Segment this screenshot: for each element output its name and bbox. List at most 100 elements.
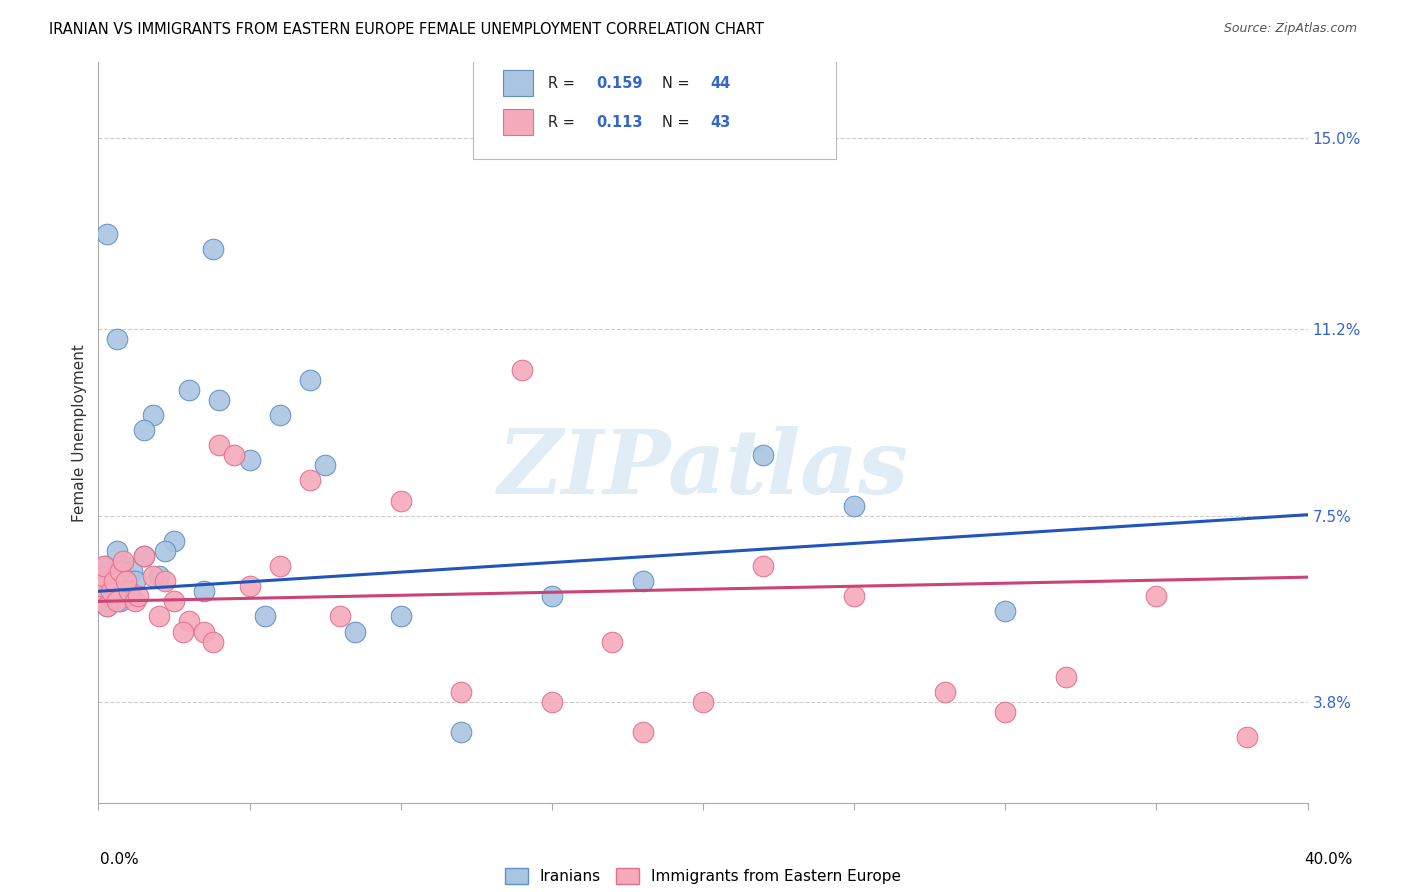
Point: [108, 564, 131, 578]
Legend: Iranians, Immigrants from Eastern Europe: Iranians, Immigrants from Eastern Europe: [499, 863, 907, 890]
FancyBboxPatch shape: [474, 55, 837, 159]
Point: [100, 584, 122, 599]
Point: [94, 559, 117, 574]
Point: [105, 333, 128, 347]
Point: [96, 599, 118, 614]
Point: [224, 448, 246, 462]
Point: [389, 493, 412, 508]
Point: [202, 634, 225, 648]
Point: [163, 533, 186, 548]
Point: [132, 423, 155, 437]
Point: [96, 599, 118, 614]
Point: [91, 590, 114, 604]
Point: [602, 634, 624, 648]
Text: R =: R =: [547, 115, 579, 130]
Point: [91, 569, 114, 583]
Point: [148, 569, 170, 583]
Point: [202, 242, 225, 256]
Point: [208, 438, 231, 452]
Bar: [503, 110, 533, 136]
Point: [193, 624, 215, 639]
Point: [253, 609, 276, 624]
Point: [299, 474, 322, 488]
Point: [153, 574, 176, 589]
Point: [148, 609, 170, 624]
Text: 0.159: 0.159: [596, 76, 643, 91]
Point: [142, 569, 165, 583]
Point: [1236, 731, 1258, 745]
Point: [90, 579, 112, 593]
Point: [98, 574, 121, 589]
Point: [631, 725, 654, 739]
Point: [934, 685, 956, 699]
Text: N =: N =: [662, 115, 695, 130]
Point: [752, 448, 775, 462]
Point: [450, 725, 472, 739]
Point: [389, 609, 412, 624]
Text: ZIPatlas: ZIPatlas: [498, 426, 908, 513]
Text: 43: 43: [711, 115, 731, 130]
Point: [108, 594, 131, 608]
Point: [96, 227, 118, 241]
Point: [1146, 590, 1168, 604]
Point: [844, 499, 866, 513]
Text: 44: 44: [711, 76, 731, 91]
Point: [103, 574, 125, 589]
Point: [142, 408, 165, 422]
Point: [121, 564, 143, 578]
Point: [163, 594, 186, 608]
Point: [269, 559, 291, 574]
Point: [114, 574, 136, 589]
Point: [269, 408, 291, 422]
Point: [114, 579, 136, 593]
Text: 0.113: 0.113: [596, 115, 643, 130]
Point: [179, 615, 201, 629]
Point: [239, 453, 262, 467]
Point: [103, 569, 125, 583]
Point: [344, 624, 367, 639]
Point: [89, 590, 111, 604]
Point: [89, 574, 111, 589]
Point: [118, 584, 141, 599]
Text: IRANIAN VS IMMIGRANTS FROM EASTERN EUROPE FEMALE UNEMPLOYMENT CORRELATION CHART: IRANIAN VS IMMIGRANTS FROM EASTERN EUROP…: [49, 22, 763, 37]
Point: [172, 624, 194, 639]
Point: [93, 579, 115, 593]
Point: [118, 590, 141, 604]
Point: [540, 590, 562, 604]
Point: [105, 544, 128, 558]
Y-axis label: Female Unemployment: Female Unemployment: [72, 343, 87, 522]
Point: [93, 564, 115, 578]
Point: [124, 594, 146, 608]
Point: [111, 554, 134, 568]
Point: [93, 559, 115, 574]
Point: [153, 544, 176, 558]
Text: Source: ZipAtlas.com: Source: ZipAtlas.com: [1223, 22, 1357, 36]
Point: [239, 579, 262, 593]
Point: [450, 685, 472, 699]
Point: [100, 584, 122, 599]
Point: [105, 594, 128, 608]
Text: N =: N =: [662, 76, 695, 91]
Point: [132, 549, 155, 563]
Point: [314, 458, 336, 473]
Point: [994, 705, 1017, 719]
Point: [631, 574, 654, 589]
Point: [179, 383, 201, 397]
Text: 0.0%: 0.0%: [100, 852, 139, 867]
Point: [540, 695, 562, 709]
Point: [692, 695, 714, 709]
Point: [208, 392, 231, 407]
Point: [127, 590, 149, 604]
Point: [124, 574, 146, 589]
Point: [1054, 670, 1077, 684]
Point: [132, 549, 155, 563]
Point: [111, 559, 134, 574]
Point: [193, 584, 215, 599]
Point: [90, 584, 112, 599]
Bar: [503, 70, 533, 96]
Text: 40.0%: 40.0%: [1305, 852, 1353, 867]
Point: [90, 594, 112, 608]
Point: [510, 362, 533, 376]
Point: [994, 604, 1017, 618]
Text: R =: R =: [547, 76, 579, 91]
